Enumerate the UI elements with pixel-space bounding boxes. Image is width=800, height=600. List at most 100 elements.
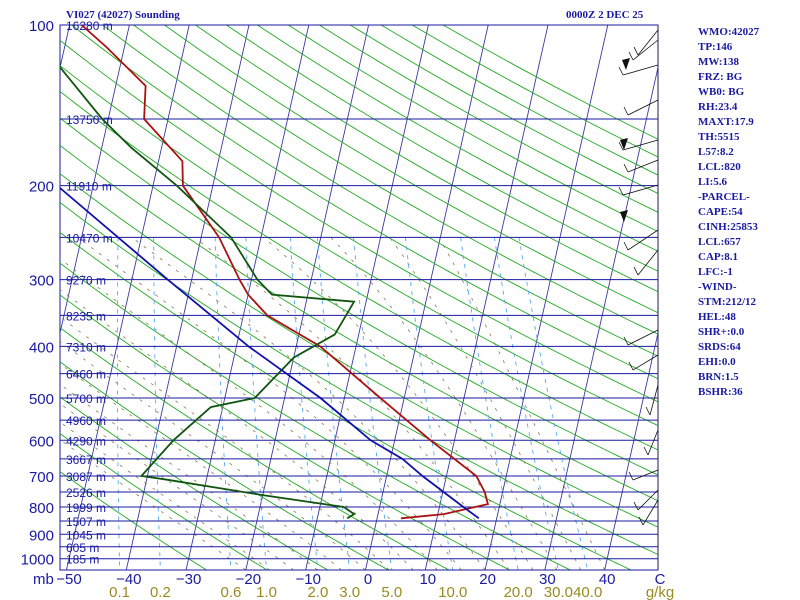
height-label: 6460 m [66, 368, 106, 382]
wind-barb [627, 159, 659, 173]
height-label: 13750 m [66, 113, 113, 127]
temperature-profile-line [81, 25, 490, 520]
stat-line: TH:5515 [698, 131, 740, 143]
sounding-title: VI027 (42027) Sounding [66, 9, 180, 21]
stat-line: MAXT:17.9 [698, 116, 754, 128]
isotherm-line [604, 331, 658, 570]
wind-barb-flag [633, 46, 639, 56]
temperature-tick-label: 0 [364, 571, 372, 588]
wind-barb [647, 429, 659, 456]
mixing-ratio-line [153, 237, 161, 570]
pressure-tick-label: 800 [29, 500, 54, 517]
height-label: 9270 m [66, 274, 106, 288]
wind-barb [627, 329, 659, 346]
wind-barb-flag [633, 266, 639, 276]
temperature-tick-label: 30 [539, 571, 556, 588]
stat-line: HEL:48 [698, 311, 736, 323]
wind-barb [637, 29, 659, 56]
wind-barb-flag [618, 186, 624, 196]
wind-pennant [620, 138, 628, 150]
stat-line: WB0: BG [698, 86, 745, 98]
height-label: 11910 m [66, 180, 112, 194]
wind-barb-flag [623, 241, 629, 251]
wind-barb-flag [618, 141, 624, 151]
moist-adiabat-line [60, 258, 438, 570]
moist-adiabat-line [60, 363, 342, 570]
mixing-ratio-line [353, 237, 393, 570]
mixing-ratio-line [289, 237, 319, 570]
height-label: 4290 m [66, 434, 106, 448]
wind-barb [627, 229, 659, 251]
wind-barb-flag [618, 66, 624, 76]
dry-adiabat-line [133, 25, 658, 335]
mixing-ratio-label: 3.0 [339, 584, 360, 600]
wind-barb [622, 139, 659, 151]
height-label: 4960 m [66, 414, 106, 428]
mixing-ratio-line [116, 237, 121, 570]
wind-barb-flag [623, 336, 629, 346]
wind-barb [637, 489, 659, 511]
dry-adiabat-line [60, 433, 268, 570]
wind-barb-flag [628, 51, 634, 61]
height-label: 2526 m [66, 486, 106, 500]
dry-adiabat-line [60, 173, 658, 528]
wind-barb [642, 499, 659, 526]
mixing-ratio-label: 0.6 [221, 584, 242, 600]
mixing-ratio-label: 0.2 [150, 584, 171, 600]
mixing-ratio-label: 40.0 [573, 584, 602, 600]
dry-adiabat-line [71, 25, 658, 380]
dry-adiabat-line [60, 327, 450, 570]
stat-line: RH:23.4 [698, 101, 738, 113]
wind-pennant [622, 58, 630, 70]
temperature-tick-label: −40 [116, 571, 141, 588]
isotherm-line [0, 25, 10, 570]
height-label: 3667 m [66, 453, 106, 467]
sounding-time: 0000Z 2 DEC 25 [566, 9, 644, 21]
temperature-tick-label: 20 [479, 571, 496, 588]
height-label: 605 m [66, 541, 99, 555]
pressure-unit-label: mb [33, 571, 54, 588]
height-label: 10470 m [66, 231, 113, 245]
dry-adiabat-line [195, 25, 658, 293]
height-label: 185 m [66, 553, 99, 567]
height-label: 3087 m [66, 470, 106, 484]
wind-barb [622, 184, 659, 196]
dry-adiabat-line [257, 25, 658, 252]
dry-adiabat-line [60, 144, 658, 502]
temperature-tick-label: −50 [56, 571, 81, 588]
mixing-ratio-unit-label: g/kg [646, 584, 674, 600]
mixing-ratio-line [460, 237, 519, 570]
wind-barb [632, 39, 659, 61]
mixing-ratio-line [404, 237, 454, 570]
wind-barb [632, 354, 659, 371]
wind-barb [649, 384, 659, 416]
stat-line: L57:8.2 [698, 146, 734, 158]
height-label: 5700 m [66, 392, 106, 406]
dry-adiabat-line [60, 396, 329, 570]
wind-barb-flag [628, 361, 634, 371]
stat-line: CAPE:54 [698, 206, 743, 218]
stat-line: LI:5.6 [698, 176, 728, 188]
wind-barb-flag [643, 446, 649, 456]
mixing-ratio-label: 10.0 [438, 584, 467, 600]
isotherm-line [60, 25, 71, 70]
dry-adiabat-line [164, 25, 658, 314]
mixing-ratio-label: 5.0 [381, 584, 402, 600]
wind-barb [622, 64, 659, 76]
isotherm-line [185, 25, 310, 570]
isotherm-line [60, 25, 130, 336]
pressure-tick-label: 200 [29, 179, 54, 196]
moist-adiabat-line [77, 237, 462, 570]
dry-adiabat-line [60, 65, 658, 427]
dry-adiabat-line [60, 117, 658, 476]
wind-barb-flag [633, 501, 639, 511]
stat-line: TP:146 [698, 41, 733, 53]
stat-line: LFC:-1 [698, 266, 733, 278]
wind-barb-flag [645, 406, 651, 416]
pressure-tick-label: 500 [29, 391, 54, 408]
dry-adiabat-line [60, 470, 207, 570]
temperature-tick-label: 40 [599, 571, 616, 588]
pressure-tick-label: 400 [29, 339, 54, 356]
height-label: 1045 m [66, 528, 106, 542]
stat-line: CINH:25853 [698, 221, 758, 233]
